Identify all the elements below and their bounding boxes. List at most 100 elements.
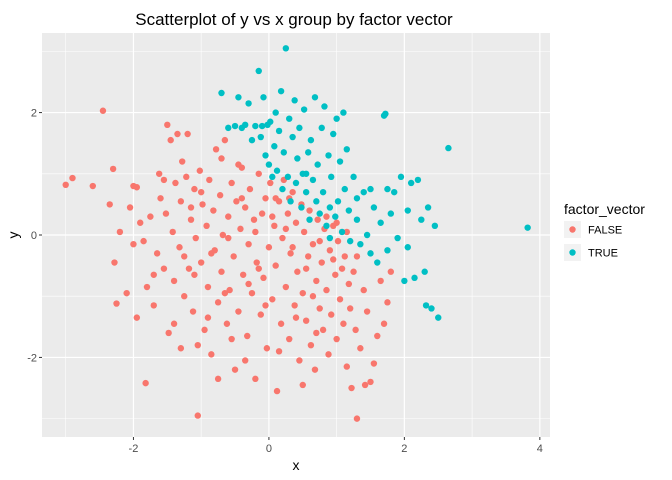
- point-false: [267, 179, 274, 187]
- x-axis-title: x: [293, 457, 300, 473]
- point-false: [223, 320, 231, 327]
- point-false: [361, 381, 369, 389]
- point-false: [181, 293, 188, 300]
- point-false: [245, 280, 252, 288]
- point-false: [255, 265, 262, 272]
- point-false: [162, 210, 170, 217]
- point-false: [269, 296, 276, 303]
- point-false: [169, 228, 176, 236]
- point-true: [280, 149, 288, 156]
- point-false: [237, 225, 244, 233]
- point-true: [292, 179, 300, 187]
- point-true: [524, 224, 531, 231]
- point-false: [316, 237, 323, 245]
- point-true: [294, 155, 301, 162]
- point-false: [147, 213, 154, 220]
- point-false: [313, 329, 320, 337]
- point-false: [221, 289, 229, 297]
- legend-key-true: [569, 249, 576, 256]
- point-true: [384, 247, 391, 254]
- point-false: [282, 283, 290, 291]
- point-false: [208, 351, 215, 358]
- point-true: [291, 97, 298, 104]
- point-false: [269, 213, 276, 220]
- point-false: [231, 366, 239, 373]
- point-true: [394, 234, 401, 242]
- point-false: [206, 176, 213, 184]
- point-false: [265, 244, 273, 251]
- point-true: [338, 228, 346, 236]
- point-false: [304, 253, 312, 260]
- point-false: [228, 335, 235, 343]
- point-false: [187, 204, 195, 211]
- y-tick-label: -2: [27, 352, 37, 364]
- point-true: [265, 161, 273, 168]
- point-true: [271, 143, 278, 150]
- point-false: [357, 345, 364, 352]
- point-false: [233, 198, 240, 205]
- point-true: [267, 118, 274, 125]
- point-false: [183, 173, 190, 181]
- point-true: [245, 100, 252, 107]
- point-true: [343, 146, 350, 153]
- point-false: [174, 130, 181, 138]
- point-false: [252, 375, 259, 383]
- point-false: [69, 174, 76, 182]
- legend-label-true: TRUE: [588, 248, 618, 260]
- point-false: [167, 136, 174, 144]
- point-true: [287, 198, 294, 205]
- point-false: [225, 234, 232, 242]
- point-false: [299, 381, 306, 389]
- point-true: [272, 109, 279, 116]
- point-false: [208, 250, 215, 257]
- point-true: [325, 152, 332, 159]
- point-true: [273, 167, 281, 174]
- point-false: [239, 271, 247, 278]
- point-false: [328, 311, 335, 318]
- point-false: [199, 201, 206, 208]
- point-false: [271, 222, 278, 230]
- point-false: [244, 332, 251, 340]
- point-false: [157, 195, 164, 202]
- point-true: [382, 110, 389, 118]
- point-false: [165, 329, 172, 337]
- major-gridlines: [42, 33, 550, 437]
- point-false: [177, 198, 185, 205]
- point-false: [197, 259, 205, 266]
- point-true: [316, 210, 323, 217]
- point-false: [272, 195, 279, 202]
- point-false: [302, 265, 310, 272]
- point-false: [179, 158, 186, 165]
- point-false: [292, 219, 300, 226]
- point-false: [197, 188, 205, 196]
- point-false: [235, 161, 242, 168]
- point-false: [260, 274, 267, 282]
- point-false: [170, 320, 178, 327]
- point-true: [384, 185, 391, 193]
- point-false: [277, 320, 285, 327]
- point-false: [309, 293, 317, 300]
- point-true: [284, 173, 292, 181]
- point-true: [318, 124, 325, 132]
- point-false: [218, 268, 225, 275]
- point-false: [336, 296, 344, 303]
- point-false: [346, 305, 354, 312]
- point-false: [311, 366, 319, 373]
- point-true: [387, 210, 395, 217]
- point-false: [235, 308, 242, 315]
- point-true: [401, 277, 408, 285]
- point-false: [225, 213, 232, 220]
- point-true: [332, 213, 339, 220]
- point-true: [397, 173, 405, 181]
- point-false: [250, 216, 258, 223]
- point-false: [196, 167, 204, 174]
- point-false: [294, 268, 301, 275]
- point-false: [340, 320, 347, 327]
- point-false: [306, 207, 313, 214]
- point-false: [160, 176, 168, 184]
- point-false: [194, 341, 201, 349]
- point-false: [143, 283, 151, 291]
- point-true: [328, 173, 335, 181]
- point-false: [258, 210, 266, 217]
